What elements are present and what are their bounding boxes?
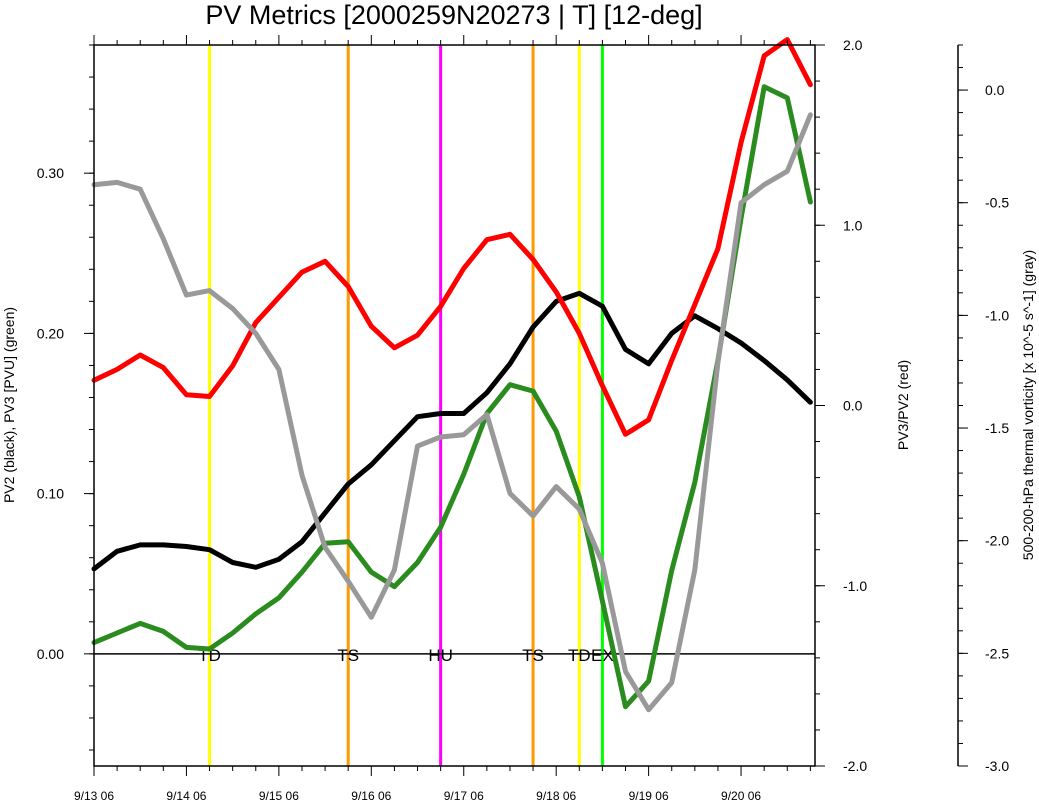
right-tick-label-3: -1.5 (985, 420, 1009, 436)
event-label-td-4: TD (568, 646, 591, 665)
series-line-2 (91, 37, 813, 437)
left-tick-label-2: 0.20 (37, 325, 64, 341)
chart-title: PV Metrics [2000259N20273 | T] [12-deg] (205, 0, 702, 30)
left-tick-label-0: 0.00 (37, 646, 64, 662)
x-tick-label-3: 9/16 06 (351, 789, 391, 803)
right-tick-label-6: 0.0 (985, 82, 1005, 98)
right-tick-label-0: -3.0 (985, 758, 1009, 774)
right-tick-label-5: -0.5 (985, 195, 1009, 211)
x-tick-label-2: 9/15 06 (259, 789, 299, 803)
right-axis-label: 500-200-hPa thermal vorticity [x 10^-5 s… (1020, 250, 1036, 560)
x-tick-label-7: 9/20 06 (721, 789, 761, 803)
mid-tick-label-3: 1.0 (843, 217, 863, 233)
mid-axis-label: PV3/PV2 (red) (895, 360, 911, 450)
right-tick-label-4: -1.0 (985, 307, 1009, 323)
event-label-ts-1: TS (337, 646, 359, 665)
right-tick-label-1: -2.5 (985, 645, 1009, 661)
right-tick-label-2: -2.0 (985, 533, 1009, 549)
left-axis-label: PV2 (black), PV3 [PVU] (green) (1, 307, 17, 503)
x-tick-label-0: 9/13 06 (74, 789, 114, 803)
x-tick-label-1: 9/14 06 (166, 789, 206, 803)
mid-tick-label-1: -1.0 (843, 578, 867, 594)
left-tick-label-1: 0.10 (37, 486, 64, 502)
left-tick-label-3: 0.30 (37, 165, 64, 181)
mid-tick-label-2: 0.0 (843, 398, 863, 414)
x-tick-label-5: 9/18 06 (536, 789, 576, 803)
event-label-hu-2: HU (428, 646, 453, 665)
x-tick-label-6: 9/19 06 (629, 789, 669, 803)
event-label-ts-3: TS (522, 646, 544, 665)
plot-area: TD TS HU TS TD EX9/13 06 9/14 06 9/15 06 9/16 06… (37, 35, 1009, 803)
series-line-3 (91, 112, 813, 713)
mid-tick-label-4: 2.0 (843, 37, 863, 53)
mid-tick-label-0: -2.0 (843, 758, 867, 774)
event-label-ex-5: EX (591, 646, 614, 665)
series-line-1 (91, 84, 813, 710)
x-tick-label-4: 9/17 06 (444, 789, 484, 803)
